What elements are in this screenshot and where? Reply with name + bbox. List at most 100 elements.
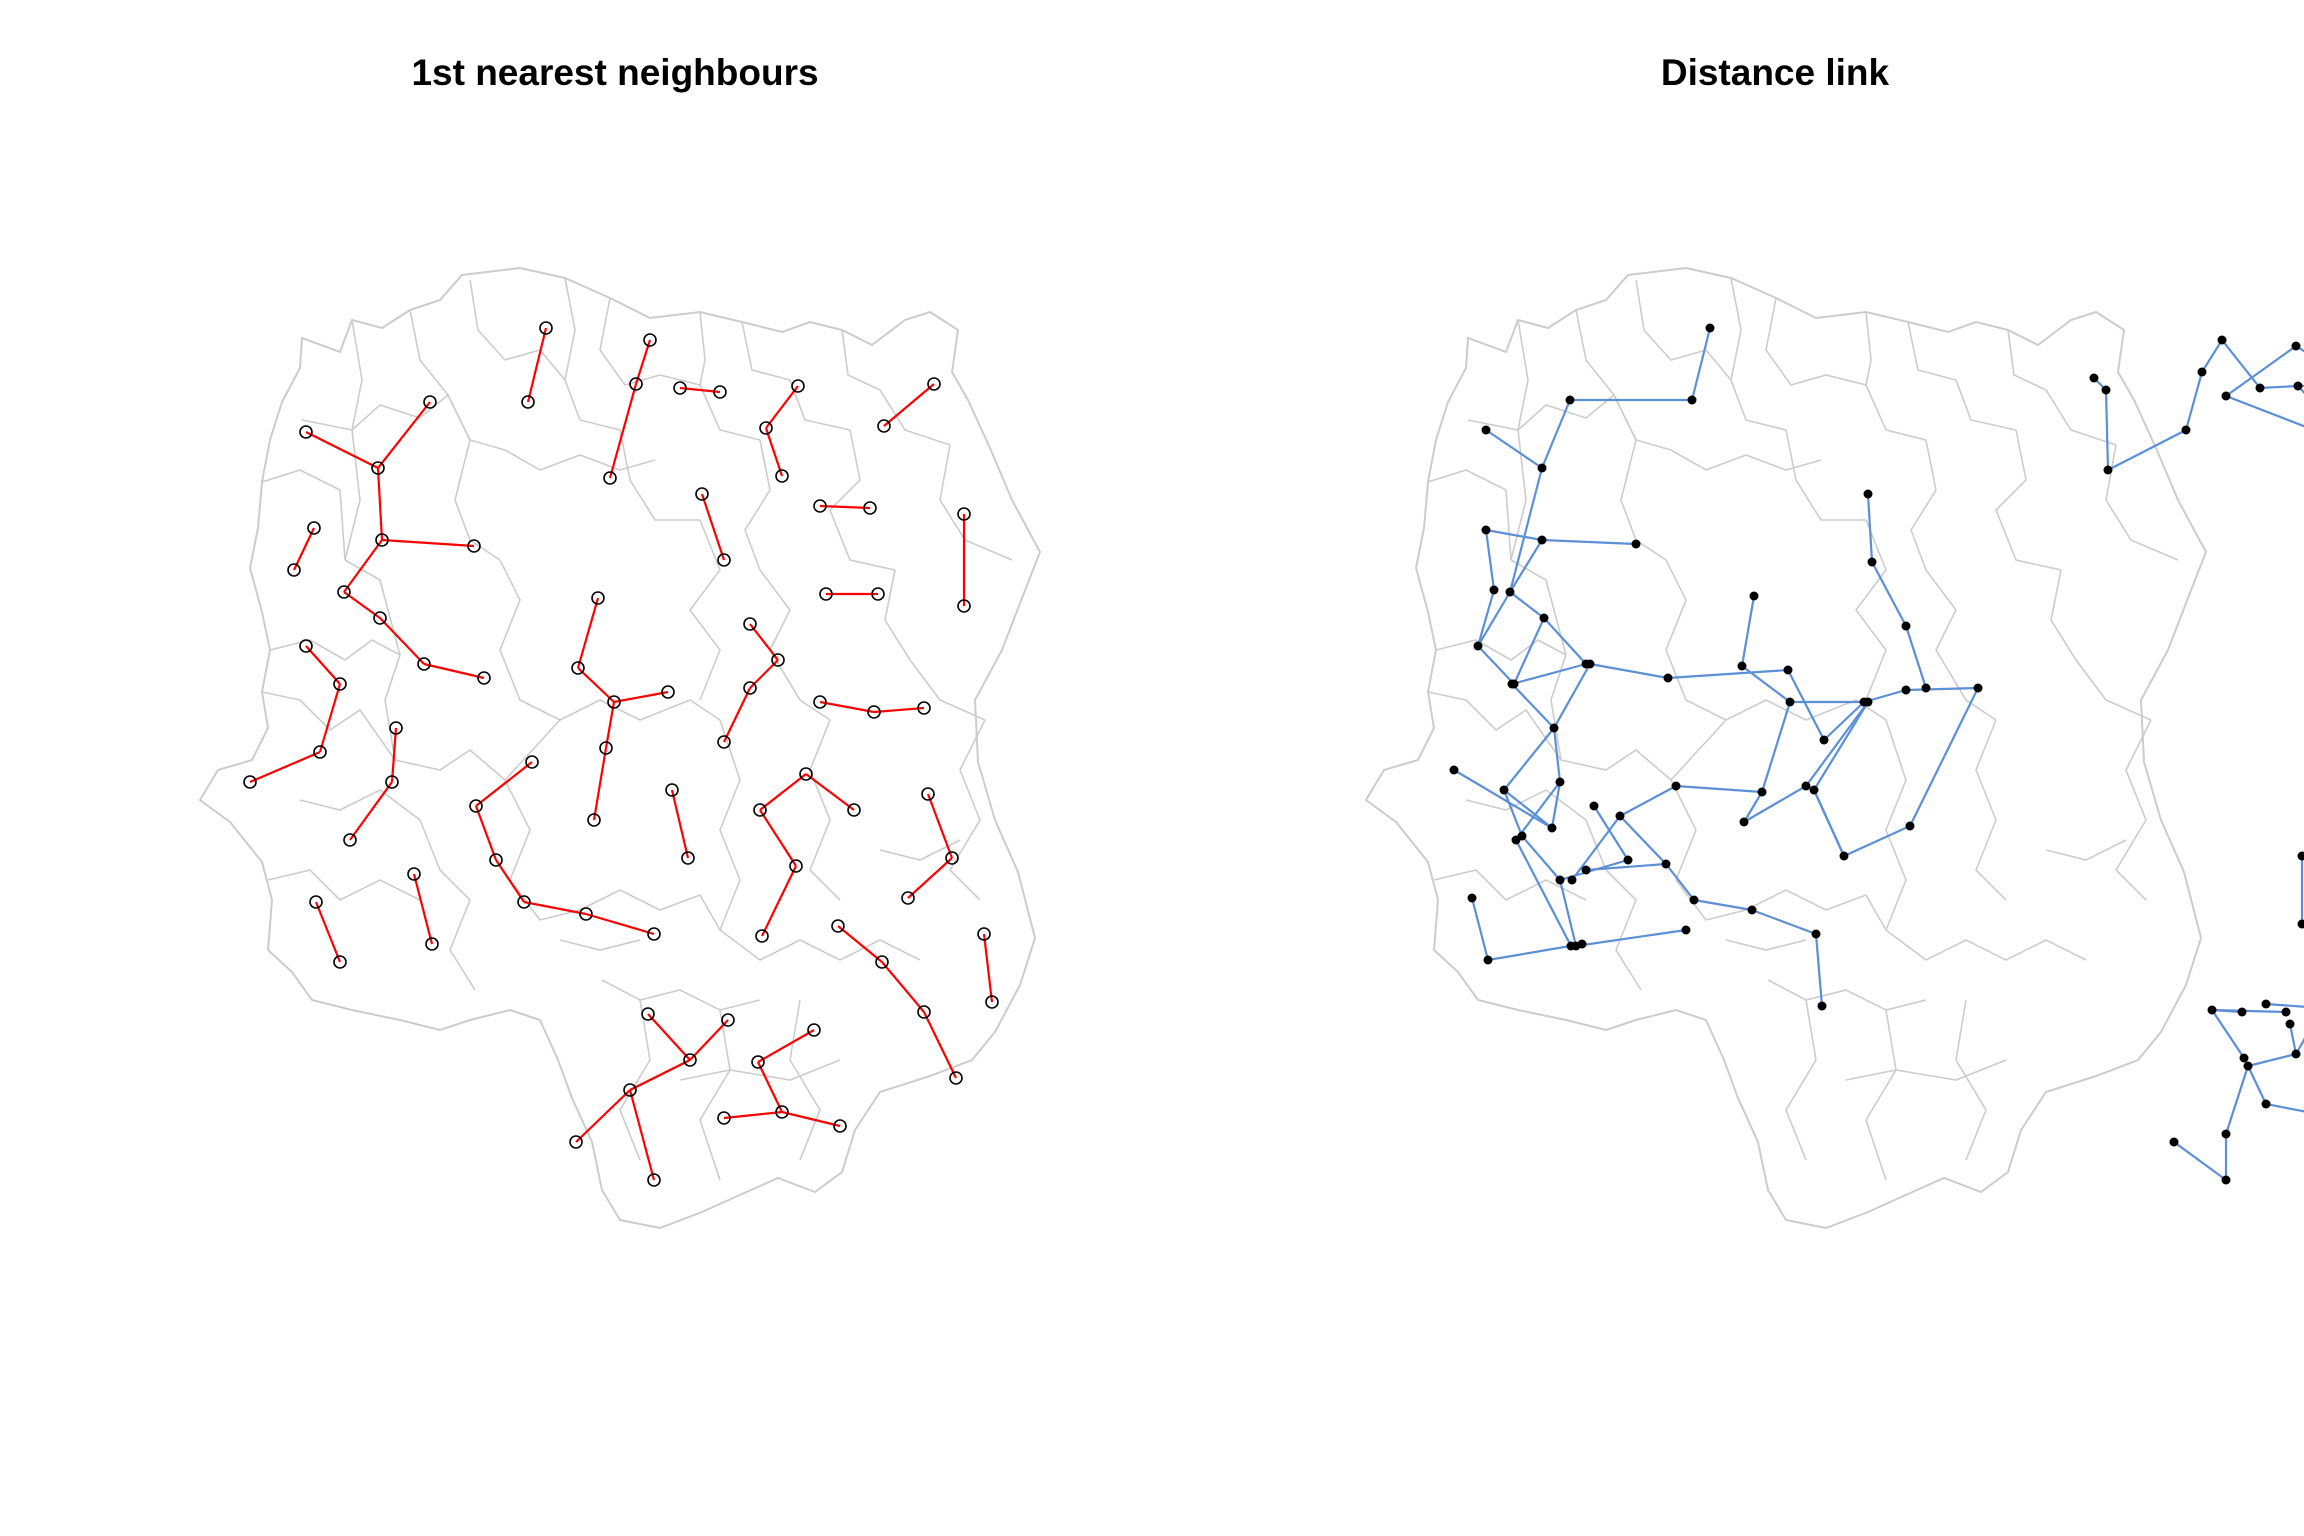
neighbour-link — [647, 1013, 691, 1061]
region-centroid — [1863, 697, 1873, 707]
region-centroid — [799, 767, 813, 781]
region-centroid — [2197, 367, 2207, 377]
panel-nearest-neighbours — [199, 267, 1041, 1229]
region-centroid — [1663, 673, 1673, 683]
region-centroid — [1555, 875, 1565, 885]
distance-link — [1575, 928, 1687, 948]
neighbour-link — [475, 761, 533, 807]
distance-link — [1589, 662, 1669, 680]
distance-link — [1866, 493, 1874, 563]
region-centroid — [875, 955, 889, 969]
distance-link — [1693, 898, 1753, 912]
neighbour-link — [412, 873, 434, 945]
region-centroid — [775, 469, 789, 483]
region-centroid — [1499, 785, 1509, 795]
region-centroid — [1483, 955, 1493, 965]
region-centroid — [831, 919, 845, 933]
neighbour-link — [577, 667, 615, 703]
region-centroid — [985, 995, 999, 1009]
region-centroid — [977, 927, 991, 941]
distance-link — [1813, 701, 1869, 791]
region-centroid — [333, 677, 347, 691]
neighbour-link — [293, 527, 315, 571]
region-centroid — [1783, 665, 1793, 675]
region-centroid — [2221, 1175, 2231, 1185]
distance-link — [1665, 863, 1695, 901]
neighbour-link — [381, 538, 475, 548]
distance-link — [1503, 727, 1555, 791]
distance-link — [1904, 625, 1928, 689]
distance-link — [1515, 781, 1561, 841]
distance-link — [1502, 789, 1524, 837]
distance-link — [1511, 662, 1587, 686]
region-centroid — [2089, 373, 2099, 383]
neighbour-link — [700, 493, 726, 561]
region-centroid — [1567, 875, 1577, 885]
region-centroid — [417, 657, 431, 671]
region-centroid — [1689, 895, 1699, 905]
neighbour-link — [765, 385, 799, 429]
region-centroid — [2169, 1137, 2179, 1147]
region-centroid — [1863, 489, 1873, 499]
region-centroid — [1473, 641, 1483, 651]
distance-link — [1743, 791, 1763, 823]
distance-link — [1675, 784, 1763, 794]
region-centroid — [607, 695, 621, 709]
distance-link — [1521, 835, 1561, 881]
distance-link — [2201, 339, 2223, 373]
neighbour-link — [634, 339, 652, 385]
distance-link — [1871, 561, 1907, 627]
region-centroid — [957, 599, 971, 613]
region-centroid — [1489, 585, 1499, 595]
distance-link — [2173, 1141, 2227, 1181]
region-centroid — [833, 1119, 847, 1133]
distance-link — [1571, 815, 1621, 881]
region-centroid — [309, 895, 323, 909]
region-centroid — [717, 1111, 731, 1125]
region-centroid — [2293, 381, 2303, 391]
neighbour-link — [423, 662, 485, 680]
region-centroid — [1817, 1001, 1827, 1011]
region-centroid — [521, 395, 535, 409]
region-centroid — [373, 611, 387, 625]
neighbour-link — [576, 597, 600, 669]
distance-links — [1453, 327, 2304, 1181]
region-centroid — [2243, 1061, 2253, 1071]
region-centroid — [1901, 685, 1911, 695]
distance-link — [1740, 595, 1756, 667]
neighbour-link — [689, 1019, 729, 1061]
neighbour-link — [873, 706, 925, 714]
region-centroid — [1749, 591, 1759, 601]
region-centroid — [603, 471, 617, 485]
region-centroid — [775, 1105, 789, 1119]
region-centroid — [743, 617, 757, 631]
region-centroid — [1449, 765, 1459, 775]
region-centroid — [957, 507, 971, 521]
region-centroid — [771, 653, 785, 667]
neighbour-links — [249, 327, 994, 1181]
region-centroid — [949, 1071, 963, 1085]
distance-link — [1843, 824, 1911, 858]
region-centroid — [1581, 865, 1591, 875]
neighbour-link — [249, 750, 321, 784]
region-centroid — [1631, 539, 1641, 549]
region-centroid — [599, 741, 613, 755]
neighbour-link — [923, 1011, 957, 1079]
distance-link — [1512, 617, 1546, 685]
region-centroid — [571, 661, 585, 675]
distance-link — [1787, 669, 1825, 741]
region-centroid — [717, 553, 731, 567]
region-centroid — [1511, 835, 1521, 845]
region-centroid — [1901, 621, 1911, 631]
region-centroid — [2255, 383, 2265, 393]
region-centroid — [901, 891, 915, 905]
neighbour-link — [837, 925, 883, 963]
region-centroid — [743, 681, 757, 695]
neighbour-link — [526, 327, 548, 403]
region-centroid — [1585, 659, 1595, 669]
distance-link — [1805, 701, 1869, 787]
region-centroid — [807, 1023, 821, 1037]
region-centroid — [1921, 683, 1931, 693]
region-centroid — [917, 1005, 931, 1019]
distance-link — [1477, 645, 1515, 685]
